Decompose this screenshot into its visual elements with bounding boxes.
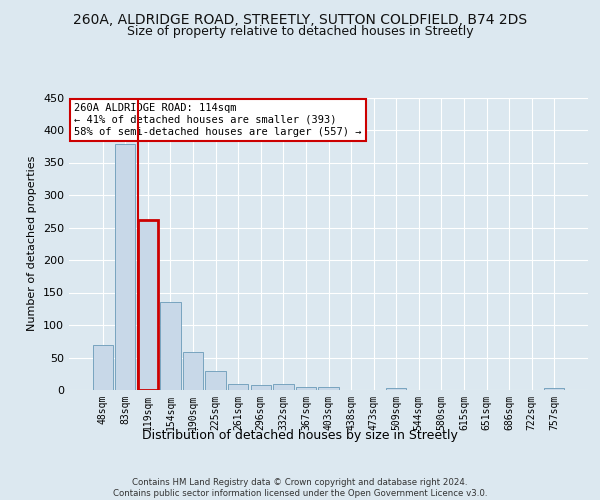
Bar [92, 344, 113, 390]
Bar [205, 370, 226, 390]
Bar [273, 384, 293, 390]
Text: Size of property relative to detached houses in Streetly: Size of property relative to detached ho… [127, 25, 473, 38]
Text: 260A, ALDRIDGE ROAD, STREETLY, SUTTON COLDFIELD, B74 2DS: 260A, ALDRIDGE ROAD, STREETLY, SUTTON CO… [73, 12, 527, 26]
Bar [160, 302, 181, 390]
Text: Distribution of detached houses by size in Streetly: Distribution of detached houses by size … [142, 428, 458, 442]
Bar [251, 386, 271, 390]
Bar [296, 387, 316, 390]
Bar [138, 220, 158, 390]
Bar [115, 144, 136, 390]
Bar [319, 388, 338, 390]
Bar [228, 384, 248, 390]
Bar [386, 388, 406, 390]
Text: Contains HM Land Registry data © Crown copyright and database right 2024.
Contai: Contains HM Land Registry data © Crown c… [113, 478, 487, 498]
Y-axis label: Number of detached properties: Number of detached properties [28, 156, 37, 332]
Text: 260A ALDRIDGE ROAD: 114sqm
← 41% of detached houses are smaller (393)
58% of sem: 260A ALDRIDGE ROAD: 114sqm ← 41% of deta… [74, 104, 362, 136]
Bar [544, 388, 565, 390]
Bar [183, 352, 203, 390]
